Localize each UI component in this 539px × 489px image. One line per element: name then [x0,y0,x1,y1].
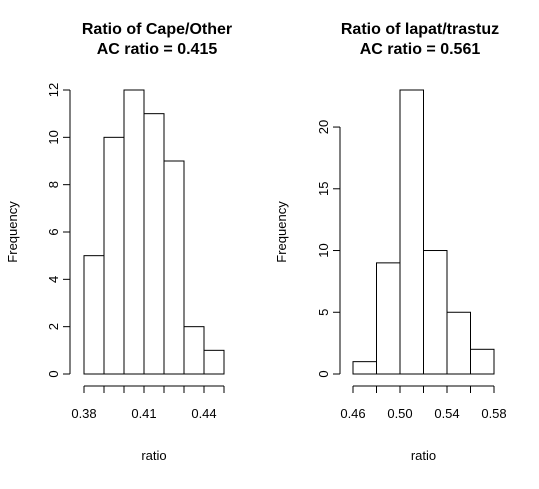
histogram-bar [352,361,377,375]
y-tick-label: 10 [316,243,331,257]
x-tick-label: 0.50 [387,406,412,421]
histogram-bar [183,326,205,375]
y-tick-label: 0 [316,370,331,377]
histogram-bar [103,136,125,375]
x-tick-label: 0.54 [434,406,459,421]
chart-title-line: AC ratio = 0.415 [97,41,218,58]
histogram-bar [470,348,495,375]
histogram-bar [423,250,448,375]
y-tick-label: 15 [316,182,331,196]
histogram-bar [143,113,165,375]
chart-title-line: AC ratio = 0.561 [360,41,481,58]
histogram-bar [399,89,424,375]
x-tick-label: 0.44 [191,406,216,421]
y-tick-label: 0 [46,370,61,377]
y-tick-label: 12 [46,83,61,97]
y-tick-label: 20 [316,120,331,134]
y-tick-label: 5 [316,309,331,316]
y-tick-label: 4 [46,276,61,283]
y-tick-label: 8 [46,181,61,188]
histogram-panel-cape-other: Ratio of Cape/Other AC ratio = 0.415 0 2 4 6 8… [5,21,232,463]
histogram-bar [446,311,471,375]
histogram-bar [123,89,145,375]
y-axis-label: Frequency [274,201,289,263]
x-tick-label: 0.41 [131,406,156,421]
y-tick-label: 10 [46,130,61,144]
histogram-bar [376,262,401,375]
chart-title-line: Ratio of lapat/trastuz [341,21,499,38]
histogram-panel-lapat-trastuz: Ratio of lapat/trastuz AC ratio = 0.561 0 5… [274,21,507,463]
y-tick-label: 2 [46,323,61,330]
histogram-bar [83,255,105,375]
x-axis-label: ratio [411,448,436,463]
y-axis-label: Frequency [5,201,20,263]
histogram-bar [163,160,185,375]
x-tick-label: 0.46 [340,406,365,421]
x-tick-label: 0.38 [71,406,96,421]
y-tick-label: 6 [46,228,61,235]
x-axis-label: ratio [141,448,166,463]
x-tick-label: 0.58 [481,406,506,421]
histogram-bar [203,349,225,375]
chart-title-line: Ratio of Cape/Other [82,21,232,38]
